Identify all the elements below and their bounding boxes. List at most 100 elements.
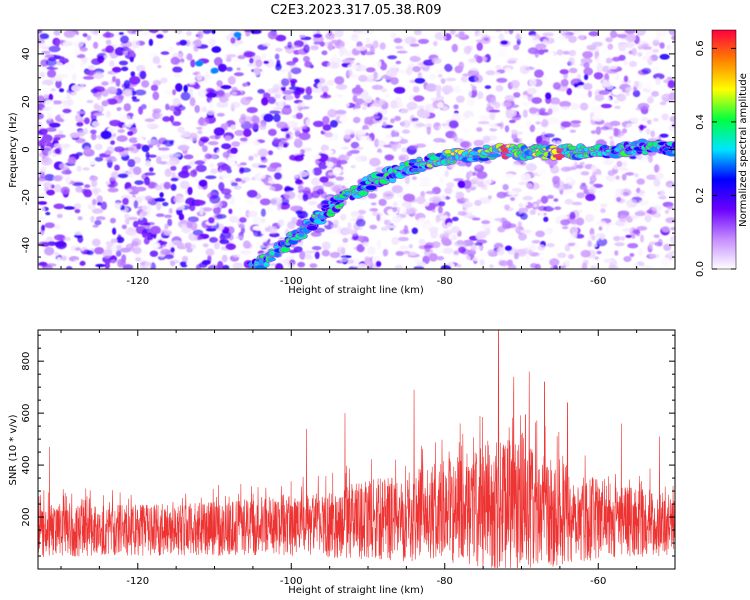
- heatmap-cell: [529, 209, 536, 215]
- heatmap-cell: [44, 246, 55, 256]
- heatmap-cell: [170, 247, 175, 253]
- heatmap-cell: [351, 87, 364, 94]
- heatmap-cell: [112, 227, 117, 235]
- heatmap-cell: [79, 260, 86, 266]
- heatmap-cell: [560, 219, 570, 226]
- heatmap-cell: [375, 260, 382, 268]
- heatmap-cell: [222, 264, 230, 269]
- heatmap-cell: [232, 254, 242, 258]
- y-tick-label: 20: [21, 95, 32, 108]
- heatmap-cell: [297, 101, 306, 108]
- heatmap-cell: [477, 121, 490, 125]
- heatmap-cell: [150, 84, 159, 92]
- heatmap-cell: [615, 188, 625, 197]
- heatmap-cell: [93, 86, 105, 93]
- heatmap-cell: [135, 162, 146, 167]
- heatmap-cell: [188, 133, 199, 142]
- heatmap-cell: [193, 200, 206, 206]
- heatmap-cell: [349, 44, 354, 51]
- heatmap-cell: [355, 98, 365, 105]
- heatmap-cell: [614, 250, 619, 256]
- heatmap-cell: [356, 146, 364, 150]
- heatmap-cell: [472, 256, 481, 262]
- heatmap-cell: [445, 77, 457, 82]
- heatmap-cell: [71, 73, 77, 81]
- heatmap-cell: [106, 98, 118, 105]
- heatmap-cell: [646, 171, 653, 175]
- heatmap-cell: [593, 203, 598, 212]
- heatmap-cell: [473, 139, 485, 147]
- heatmap-cell: [181, 255, 189, 262]
- heatmap-cell: [357, 209, 366, 215]
- heatmap-cell: [489, 36, 496, 40]
- heatmap-cell: [370, 202, 377, 206]
- heatmap-cell: [196, 72, 203, 81]
- heatmap-x-axis: -120 -100 -80 -60: [60, 30, 676, 287]
- heatmap-cell: [372, 99, 384, 107]
- heatmap-cell: [647, 96, 654, 104]
- heatmap-cell: [298, 132, 311, 141]
- heatmap-cell: [260, 235, 269, 243]
- heatmap-cell: [669, 250, 675, 255]
- heatmap-cell: [165, 90, 172, 96]
- heatmap-cell: [210, 67, 219, 74]
- heatmap-cell: [53, 137, 61, 141]
- heatmap-cell: [209, 195, 221, 204]
- heatmap-cell: [220, 188, 232, 195]
- heatmap-cell: [436, 101, 444, 109]
- heatmap-cell: [505, 111, 513, 119]
- heatmap-cell: [272, 88, 280, 93]
- heatmap-cell: [45, 211, 51, 216]
- heatmap-cell: [543, 206, 555, 212]
- heatmap-cell: [545, 92, 552, 100]
- heatmap-cell: [90, 129, 97, 134]
- heatmap-cell: [463, 129, 470, 134]
- heatmap-cell: [390, 118, 395, 124]
- heatmap-cell: [169, 115, 175, 123]
- heatmap-cell: [259, 198, 271, 206]
- heatmap-cell: [418, 110, 430, 119]
- heatmap-cell: [588, 31, 599, 37]
- heatmap-cell: [525, 163, 537, 172]
- heatmap-cell: [129, 50, 135, 58]
- heatmap-cell: [251, 114, 259, 124]
- heatmap-cell: [72, 182, 84, 187]
- heatmap-cell: [481, 186, 488, 191]
- heatmap-cell: [213, 57, 223, 66]
- heatmap-cell: [483, 37, 489, 42]
- heatmap-cell: [39, 216, 46, 220]
- heatmap-cell: [575, 217, 585, 226]
- heatmap-cell: [233, 72, 244, 77]
- y-tick-label: -40: [21, 237, 32, 253]
- heatmap-cell: [206, 109, 216, 116]
- heatmap-cell: [334, 76, 345, 85]
- heatmap-cell: [590, 164, 597, 172]
- heatmap-cell: [170, 56, 180, 65]
- heatmap-cell: [299, 250, 306, 260]
- heatmap-cell: [533, 203, 538, 208]
- heatmap-cell: [456, 263, 462, 268]
- heatmap-cell: [439, 215, 449, 219]
- heatmap-cell: [576, 128, 584, 132]
- heatmap-cell: [65, 266, 73, 269]
- heatmap-cell: [610, 30, 617, 39]
- heatmap-cell: [641, 67, 652, 75]
- heatmap-cell: [310, 231, 322, 237]
- heatmap-cell: [105, 31, 111, 38]
- heatmap-cell: [91, 238, 101, 247]
- heatmap-cell: [47, 69, 57, 78]
- heatmap-cell: [632, 129, 637, 138]
- heatmap-cell: [239, 137, 249, 142]
- colorbar-tick-label: 0.6: [695, 40, 706, 56]
- heatmap-cell: [130, 71, 136, 77]
- heatmap-cell: [104, 261, 110, 269]
- heatmap-cell: [398, 154, 410, 162]
- heatmap-cell: [38, 181, 44, 185]
- heatmap-cell: [411, 117, 419, 122]
- heatmap-cell: [525, 120, 532, 128]
- heatmap-cell: [417, 38, 430, 45]
- heatmap-cell: [247, 136, 258, 145]
- heatmap-cell: [335, 176, 345, 181]
- heatmap-cell: [404, 36, 416, 45]
- heatmap-cell: [504, 173, 515, 179]
